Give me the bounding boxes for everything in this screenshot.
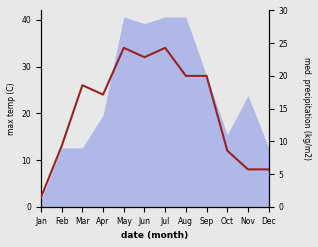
Y-axis label: med. precipitation (kg/m2): med. precipitation (kg/m2) — [302, 57, 311, 160]
X-axis label: date (month): date (month) — [121, 231, 189, 240]
Y-axis label: max temp (C): max temp (C) — [7, 82, 16, 135]
